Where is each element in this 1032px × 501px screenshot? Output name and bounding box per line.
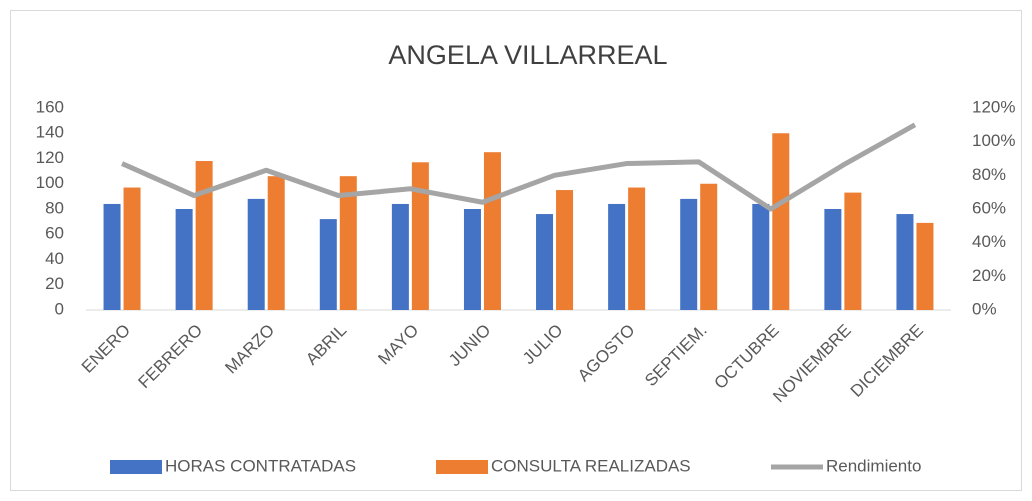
bar [916,222,934,310]
y2-tick-label: 20% [972,266,1006,285]
y-tick-label: 20 [45,274,64,293]
y2-tick-label: 0% [972,299,997,318]
legend-swatch [110,460,162,474]
y2-tick-label: 120% [972,97,1015,116]
y-tick-label: 100 [36,173,64,192]
bar [123,187,141,310]
bar [247,198,265,310]
y2-tick-label: 100% [972,131,1015,150]
y-tick-label: 80 [45,198,64,217]
y2-tick-label: 60% [972,198,1006,217]
y-tick-label: 120 [36,148,64,167]
y-tick-label: 0 [55,299,64,318]
bar [391,203,409,310]
bar [319,219,337,310]
bar [628,187,646,310]
legend-label: HORAS CONTRATADAS [165,456,356,475]
bar [267,176,285,310]
bar [103,203,121,310]
bar [680,198,698,310]
legend-swatch [436,460,488,474]
bar [536,214,554,310]
legend-label: CONSULTA REALIZADAS [491,456,691,475]
bar [896,214,914,310]
bar [339,176,357,310]
bar [463,209,481,310]
bar [752,203,770,310]
y2-tick-label: 80% [972,165,1006,184]
y-tick-label: 140 [36,123,64,142]
chart-title: ANGELA VILLARREAL [388,40,667,70]
bar [608,203,626,310]
bar [700,183,718,310]
chart-border [10,10,1022,491]
y-tick-label: 160 [36,97,64,116]
bar [195,161,213,310]
legend-label: Rendimiento [826,456,921,475]
bar [556,190,574,310]
y2-tick-label: 40% [972,232,1006,251]
bar [824,209,842,310]
bar [411,162,429,310]
bar [483,152,501,310]
line-series [121,122,917,212]
bar [175,209,193,310]
bar [772,133,790,310]
y-tick-label: 60 [45,224,64,243]
bar [844,192,862,310]
y-tick-label: 40 [45,249,64,268]
